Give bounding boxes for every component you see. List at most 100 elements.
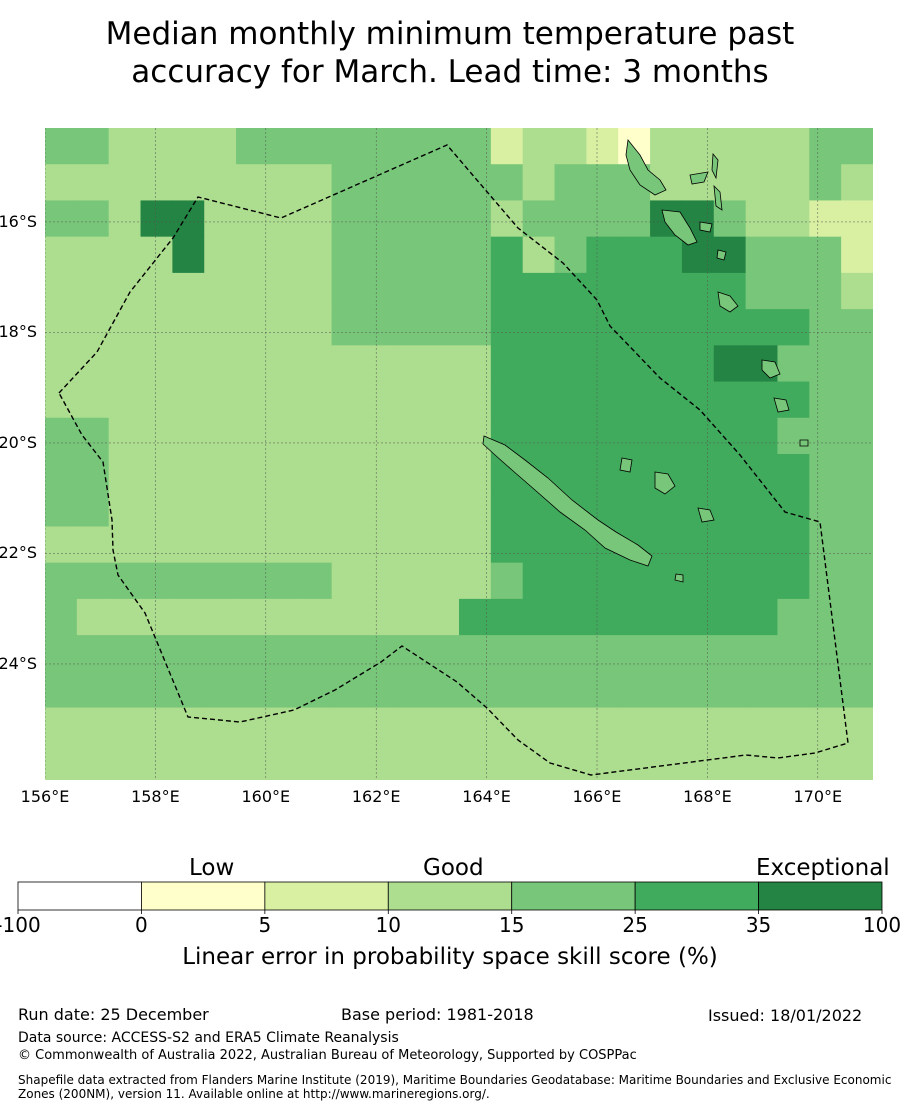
grid-cell bbox=[363, 635, 396, 672]
grid-cell bbox=[108, 562, 142, 600]
grid-cell bbox=[809, 236, 842, 274]
grid-cell bbox=[586, 128, 619, 165]
grid-cell bbox=[299, 635, 333, 672]
grid-cell bbox=[586, 635, 619, 672]
grid-cell bbox=[681, 345, 715, 383]
grid-cell bbox=[204, 562, 237, 600]
grid-cell bbox=[140, 490, 173, 528]
grid-cell bbox=[490, 490, 524, 528]
vanuatu-espiritu-santo bbox=[625, 139, 667, 196]
grid-cell bbox=[45, 200, 78, 238]
grid-cell bbox=[395, 272, 428, 310]
grid-cell bbox=[777, 417, 810, 455]
run-date: Run date: 25 December bbox=[18, 1005, 209, 1024]
grid-cell bbox=[522, 381, 556, 419]
grid-cell bbox=[267, 200, 301, 238]
grid-cell bbox=[809, 272, 842, 310]
grid-cell bbox=[76, 635, 110, 672]
vanuatu-efate bbox=[717, 291, 739, 313]
grid-cell bbox=[331, 164, 365, 202]
grid-cell bbox=[809, 598, 842, 636]
grid-cell bbox=[299, 309, 333, 346]
grid-cell bbox=[586, 598, 619, 636]
grid-cell bbox=[681, 598, 715, 636]
grid-cell bbox=[745, 454, 779, 491]
grid-cell bbox=[267, 236, 301, 274]
grid-cell bbox=[427, 598, 460, 636]
grid-cell bbox=[554, 562, 587, 600]
grid-cell bbox=[650, 309, 683, 346]
grid-cell bbox=[172, 381, 205, 419]
grid-cell bbox=[809, 309, 842, 346]
lat-tick-label: 18°S bbox=[0, 322, 37, 342]
grid-cell bbox=[204, 598, 237, 636]
grid-cell bbox=[522, 164, 556, 202]
grid-cell bbox=[841, 598, 873, 636]
grid-cell bbox=[522, 526, 556, 564]
grid-cell bbox=[490, 526, 524, 564]
grid-cell bbox=[363, 345, 396, 383]
grid-cell bbox=[108, 671, 142, 709]
grid-cell bbox=[809, 562, 842, 600]
lat-tick-label: 20°S bbox=[0, 432, 37, 452]
grid-cell bbox=[140, 671, 173, 709]
grid-cell bbox=[681, 526, 715, 564]
grid-cell bbox=[395, 671, 428, 709]
grid-cell bbox=[713, 526, 747, 564]
grid-cell bbox=[236, 707, 269, 745]
grid-cell bbox=[618, 381, 651, 419]
grid-cell bbox=[809, 164, 842, 202]
grid-cell bbox=[841, 743, 873, 780]
grid-cell bbox=[45, 164, 78, 202]
data-source: Data source: ACCESS-S2 and ERA5 Climate … bbox=[18, 1030, 399, 1046]
grid-cell bbox=[395, 707, 428, 745]
grid-cell bbox=[172, 635, 205, 672]
map-title-line-1: Median monthly minimum temperature past bbox=[105, 16, 795, 52]
grid-cell bbox=[554, 200, 587, 238]
grid-cell bbox=[299, 598, 333, 636]
grid-cell bbox=[299, 236, 333, 274]
grid-cell bbox=[267, 454, 301, 491]
grid-cell bbox=[522, 200, 556, 238]
grid-cell bbox=[554, 164, 587, 202]
grid-cell bbox=[586, 345, 619, 383]
grid-cell bbox=[713, 490, 747, 528]
grid-cell bbox=[490, 236, 524, 274]
grid-cell bbox=[745, 236, 779, 274]
grid-cell bbox=[490, 707, 524, 745]
grid-cell bbox=[108, 345, 142, 383]
grid-cell bbox=[45, 309, 78, 346]
grid-cell bbox=[777, 309, 810, 346]
grid-cell bbox=[299, 200, 333, 238]
grid-cell bbox=[45, 490, 78, 528]
vanuatu-north-isle bbox=[689, 171, 709, 185]
grid-cell bbox=[618, 200, 651, 238]
grid-cell bbox=[713, 743, 747, 780]
grid-cell bbox=[618, 743, 651, 780]
grid-cell bbox=[45, 743, 78, 780]
grid-cell bbox=[331, 671, 365, 709]
grid-cell bbox=[459, 707, 492, 745]
grid-cell bbox=[172, 671, 205, 709]
grid-cell bbox=[427, 236, 460, 274]
grid-cell bbox=[681, 309, 715, 346]
grid-cell bbox=[745, 309, 779, 346]
grid-cell bbox=[586, 417, 619, 455]
grid-cell bbox=[204, 671, 237, 709]
grid-cell bbox=[76, 164, 110, 202]
grid-cell bbox=[841, 417, 873, 455]
grid-cell bbox=[777, 635, 810, 672]
grid-cell bbox=[331, 381, 365, 419]
grid-cell bbox=[841, 526, 873, 564]
grid-cell bbox=[650, 707, 683, 745]
grid-cell bbox=[267, 743, 301, 780]
grid-cell bbox=[841, 381, 873, 419]
grid-cell bbox=[554, 635, 587, 672]
colorbar-tick-label: 25 bbox=[622, 913, 648, 937]
grid-cell bbox=[650, 128, 683, 165]
grid-cell bbox=[76, 309, 110, 346]
grid-cell bbox=[713, 562, 747, 600]
grid-cell bbox=[522, 236, 556, 274]
vanuatu-erromango bbox=[761, 359, 781, 379]
grid-cell bbox=[140, 345, 173, 383]
